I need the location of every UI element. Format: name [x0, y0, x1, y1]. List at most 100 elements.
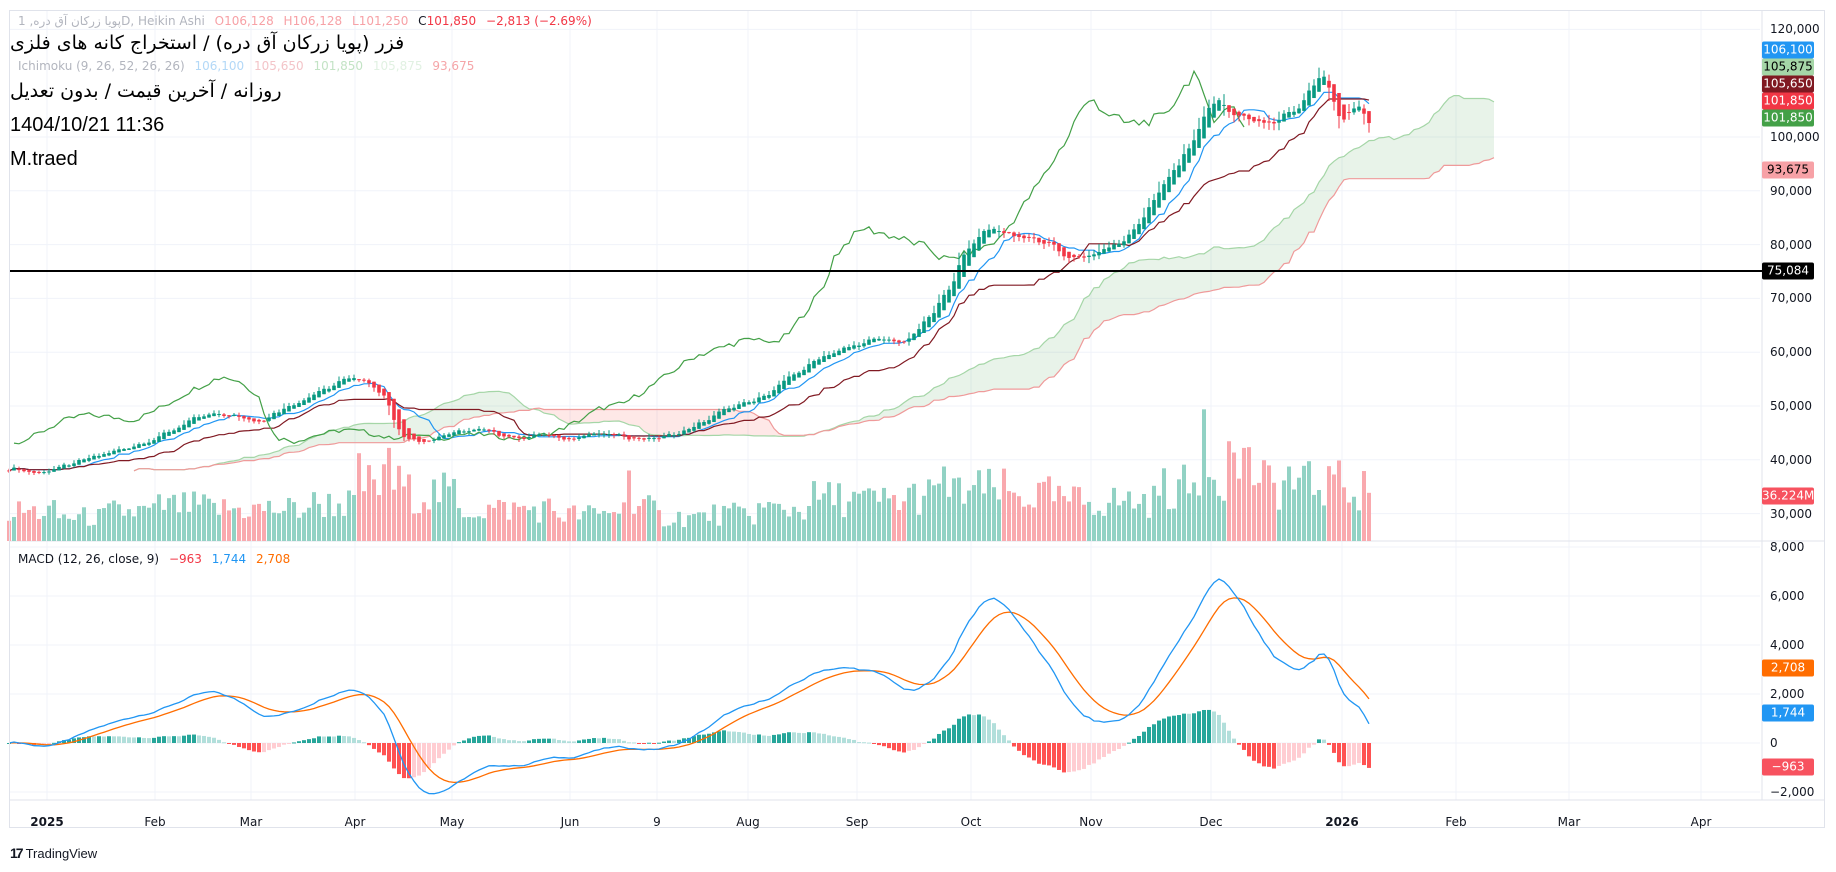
volume-bar: [592, 508, 596, 541]
candle-body: [587, 434, 591, 437]
candle-body: [1232, 108, 1236, 116]
macd-histogram-bar: [1132, 738, 1136, 743]
candle-body: [1042, 240, 1046, 244]
volume-bar: [1097, 510, 1101, 541]
macd-histogram-bar: [617, 739, 621, 743]
volume-bar: [627, 470, 631, 541]
candle-body: [152, 440, 156, 444]
macd-legend: MACD (12, 26, close, 9) −963 1,744 2,708: [18, 552, 296, 567]
volume-bar: [17, 501, 21, 541]
macd-histogram-bar: [712, 732, 716, 743]
candle-body: [97, 455, 101, 458]
candle-body: [122, 449, 126, 451]
ichimoku-cloud-segment: [769, 420, 774, 437]
volume-bar: [1277, 509, 1281, 541]
volume-bar: [232, 508, 236, 541]
volume-bar: [1272, 482, 1276, 541]
candle-body: [162, 432, 166, 440]
volume-bar: [102, 508, 106, 541]
volume-bar: [787, 516, 791, 541]
time-axis-label: Apr: [344, 815, 366, 829]
candle-body: [1047, 241, 1051, 243]
macd-histogram-bar: [62, 740, 66, 743]
ichimoku-tenkan-value: 106,100: [194, 59, 245, 73]
candle-body: [657, 438, 661, 440]
volume-bar: [1267, 465, 1271, 541]
candle-body: [1322, 76, 1326, 85]
volume-bar: [802, 519, 806, 541]
ichimoku-cloud-segment: [614, 409, 619, 422]
macd-histogram-bar: [1282, 743, 1286, 764]
tradingview-logo[interactable]: 17 TradingView: [10, 845, 97, 861]
volume-bar: [1147, 517, 1151, 541]
ichimoku-cloud-segment: [619, 409, 624, 423]
macd-histogram-bar: [852, 739, 856, 743]
ichimoku-cloud-segment: [379, 423, 384, 443]
macd-histogram-bar: [267, 743, 271, 751]
ichimoku-cloud-segment: [509, 392, 514, 413]
candle-body: [527, 436, 531, 439]
macd-histogram-bar: [1182, 713, 1186, 743]
candle-body: [382, 388, 386, 396]
macd-histogram-bar: [117, 736, 121, 743]
macd-histogram-bar: [72, 738, 76, 743]
volume-bar: [347, 490, 351, 541]
volume-bar: [957, 477, 961, 541]
volume-bar: [942, 466, 946, 541]
volume-bar: [1177, 479, 1181, 541]
volume-bar: [147, 507, 151, 541]
candle-body: [687, 428, 691, 433]
ichimoku-cloud-segment: [1244, 246, 1249, 287]
volume-bar: [822, 493, 826, 541]
volume-bar: [167, 498, 171, 541]
macd-histogram-bar: [1187, 713, 1191, 743]
ichimoku-cloud-segment: [974, 364, 979, 394]
macd-axis-label: 6,000: [1770, 589, 1805, 603]
macd-histogram-bar: [1167, 716, 1171, 743]
ichimoku-cloud-segment: [1399, 135, 1404, 179]
volume-bar: [1327, 466, 1331, 541]
macd-histogram-bar: [212, 737, 216, 743]
legend-symbol: پویا زرکان آق دره, 1D, Heikin Ashi: [18, 14, 205, 28]
ichimoku-cloud-segment: [1239, 247, 1244, 288]
candle-body: [532, 434, 536, 438]
volume-bar: [182, 492, 186, 541]
macd-histogram-bar: [102, 736, 106, 743]
macd-histogram-bar: [1157, 720, 1161, 743]
volume-bar: [397, 465, 401, 541]
macd-axis-label: −2,000: [1770, 785, 1815, 799]
macd-histogram-bar: [892, 743, 896, 751]
volume-bar: [372, 479, 376, 541]
ichimoku-cloud-segment: [869, 416, 874, 421]
candle-body: [297, 403, 301, 407]
price-axis-label: 50,000: [1770, 399, 1812, 413]
ichimoku-cloud-segment: [1169, 257, 1174, 303]
ichimoku-cloud-segment: [1164, 257, 1169, 305]
candle-body: [722, 409, 726, 416]
volume-bar: [92, 524, 96, 541]
macd-histogram-bar: [387, 743, 391, 762]
candle-body: [772, 390, 776, 397]
macd-histogram-bar: [517, 741, 521, 743]
macd-histogram-bar: [872, 743, 876, 744]
ichimoku-cloud-segment: [559, 409, 564, 422]
candle-body: [577, 437, 581, 440]
ichimoku-cloud-segment: [1054, 331, 1059, 377]
volume-bar: [602, 510, 606, 541]
volume-bar: [1192, 482, 1196, 541]
volume-bar: [1122, 500, 1126, 541]
candle-body: [172, 430, 176, 434]
volume-bar: [547, 498, 551, 541]
volume-bar: [617, 513, 621, 541]
macd-histogram-bar: [272, 743, 276, 749]
macd-histogram-bar: [322, 736, 326, 743]
macd-histogram-bar: [217, 739, 221, 743]
macd-histogram-bar: [812, 732, 816, 743]
macd-histogram-bar: [607, 738, 611, 743]
macd-axis-label: 8,000: [1770, 540, 1805, 554]
macd-histogram-bar: [1227, 730, 1231, 743]
candle-body: [572, 438, 576, 440]
ichimoku-cloud-segment: [434, 406, 439, 433]
ichimoku-cloud-segment: [599, 409, 604, 423]
